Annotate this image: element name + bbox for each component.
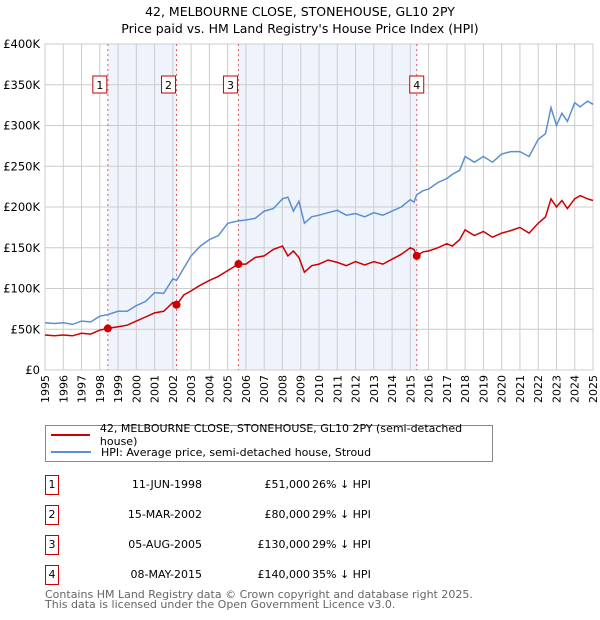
transaction-hpi-diff: 35% ↓ HPI — [312, 568, 371, 581]
transaction-price: £130,000 — [257, 538, 311, 551]
transaction-date: 15-MAR-2002 — [127, 508, 202, 521]
transaction-number-badge: 3 — [45, 535, 59, 555]
plot-frame — [44, 43, 594, 371]
footer-copyright: Contains HM Land Registry data © Crown c… — [45, 588, 473, 601]
x-tick-label: 2001 — [149, 375, 162, 403]
transaction-price: £80,000 — [264, 508, 311, 521]
transaction-row: 3 05-AUG-2005 £130,000 29% ↓ HPI — [45, 535, 545, 555]
x-tick-label: 2010 — [313, 375, 326, 403]
x-tick-label: 2009 — [295, 375, 308, 403]
series-line — [44, 100, 594, 326]
x-tick-label: 2004 — [203, 375, 216, 403]
transaction-price: £140,000 — [257, 568, 311, 581]
transaction-hpi-diff: 29% ↓ HPI — [312, 508, 371, 521]
x-tick-label: 2016 — [423, 375, 436, 403]
transaction-price: £51,000 — [264, 478, 311, 491]
x-tick-label: 2011 — [331, 375, 344, 403]
y-tick-label: £200K — [3, 200, 40, 214]
series-line — [44, 194, 594, 337]
sale-point — [103, 324, 112, 333]
transaction-date: 11-JUN-1998 — [131, 478, 202, 491]
x-tick-label: 2019 — [477, 375, 490, 403]
sale-point — [172, 300, 181, 309]
transaction-row: 1 11-JUN-1998 £51,000 26% ↓ HPI — [45, 475, 545, 495]
transaction-hpi-diff: 29% ↓ HPI — [312, 538, 371, 551]
transaction-date: 08-MAY-2015 — [130, 568, 202, 581]
y-tick-label: £150K — [3, 241, 40, 255]
x-tick-label: 2007 — [258, 375, 271, 403]
x-tick-label: 1995 — [39, 375, 52, 403]
legend-item-property: 42, MELBOURNE CLOSE, STONEHOUSE, GL10 2P… — [46, 422, 492, 448]
x-tick-label: 2003 — [185, 375, 198, 403]
chart-subtitle: Price paid vs. HM Land Registry's House … — [121, 21, 479, 36]
x-tick-label: 2002 — [167, 375, 180, 403]
legend: 42, MELBOURNE CLOSE, STONEHOUSE, GL10 2P… — [45, 422, 493, 462]
price-chart: 1995 1996 1997 1998 1999 2000 2001 2002 2003 2004… — [3, 37, 600, 403]
x-tick-label: 2022 — [532, 375, 545, 403]
x-tick-label: 2015 — [404, 375, 417, 403]
x-tick-label: 1999 — [112, 375, 125, 403]
x-tick-label: 2005 — [222, 375, 235, 403]
sale-label: 2 — [165, 79, 172, 92]
transaction-number-badge: 4 — [45, 565, 59, 585]
y-tick-label: £350K — [3, 78, 40, 92]
x-tick-label: 1997 — [76, 375, 89, 403]
sale-label: 4 — [413, 79, 420, 92]
sale-label-box — [409, 75, 425, 94]
legend-item-hpi: HPI: Average price, semi-detached house,… — [46, 444, 371, 460]
x-tick-label: 2018 — [459, 375, 472, 403]
x-tick-label: 2014 — [386, 375, 399, 403]
sale-label: 1 — [96, 79, 103, 92]
y-tick-label: £0 — [25, 363, 40, 377]
legend-line-red — [51, 434, 90, 436]
transaction-number-badge: 2 — [45, 505, 59, 525]
y-tick-label: £300K — [3, 119, 40, 133]
transaction-row: 2 15-MAR-2002 £80,000 29% ↓ HPI — [45, 505, 545, 525]
x-tick-label: 2008 — [276, 375, 289, 403]
y-tick-label: £50K — [11, 322, 41, 336]
footer: Contains HM Land Registry data © Crown c… — [45, 588, 473, 611]
x-tick-label: 2012 — [350, 375, 363, 403]
x-tick-label: 2020 — [496, 375, 509, 403]
x-tick-label: 2023 — [550, 375, 563, 403]
x-tick-label: 2006 — [240, 375, 253, 403]
sale-point — [234, 260, 243, 269]
sale-point — [412, 251, 421, 260]
transaction-hpi-diff: 26% ↓ HPI — [312, 478, 371, 491]
sale-label-box — [222, 75, 238, 94]
x-tick-label: 2021 — [514, 375, 527, 403]
x-tick-label: 2025 — [587, 375, 600, 403]
y-tick-label: £400K — [3, 37, 40, 51]
sale-label-box — [161, 75, 177, 94]
footer-licence: This data is licensed under the Open Gov… — [45, 598, 396, 611]
x-tick-label: 1998 — [94, 375, 107, 403]
y-tick-label: £250K — [3, 159, 40, 173]
x-tick-label: 2013 — [368, 375, 381, 403]
x-tick-label: 1996 — [57, 375, 70, 403]
y-tick-label: £100K — [3, 282, 40, 296]
sale-label-box — [92, 75, 108, 94]
transaction-date: 05-AUG-2005 — [128, 538, 202, 551]
x-tick-label: 2000 — [130, 375, 143, 403]
legend-label-hpi: HPI: Average price, semi-detached house,… — [101, 445, 372, 459]
x-tick-label: 2024 — [569, 375, 582, 403]
chart-title: 42, MELBOURNE CLOSE, STONEHOUSE, GL10 2P… — [145, 4, 455, 19]
sale-label: 3 — [227, 79, 234, 92]
x-tick-label: 2017 — [441, 375, 454, 403]
transaction-row: 4 08-MAY-2015 £140,000 35% ↓ HPI — [45, 565, 545, 585]
transaction-number-badge: 1 — [45, 475, 59, 495]
legend-line-blue — [51, 451, 91, 453]
legend-label-property: 42, MELBOURNE CLOSE, STONEHOUSE, GL10 2P… — [99, 422, 463, 448]
